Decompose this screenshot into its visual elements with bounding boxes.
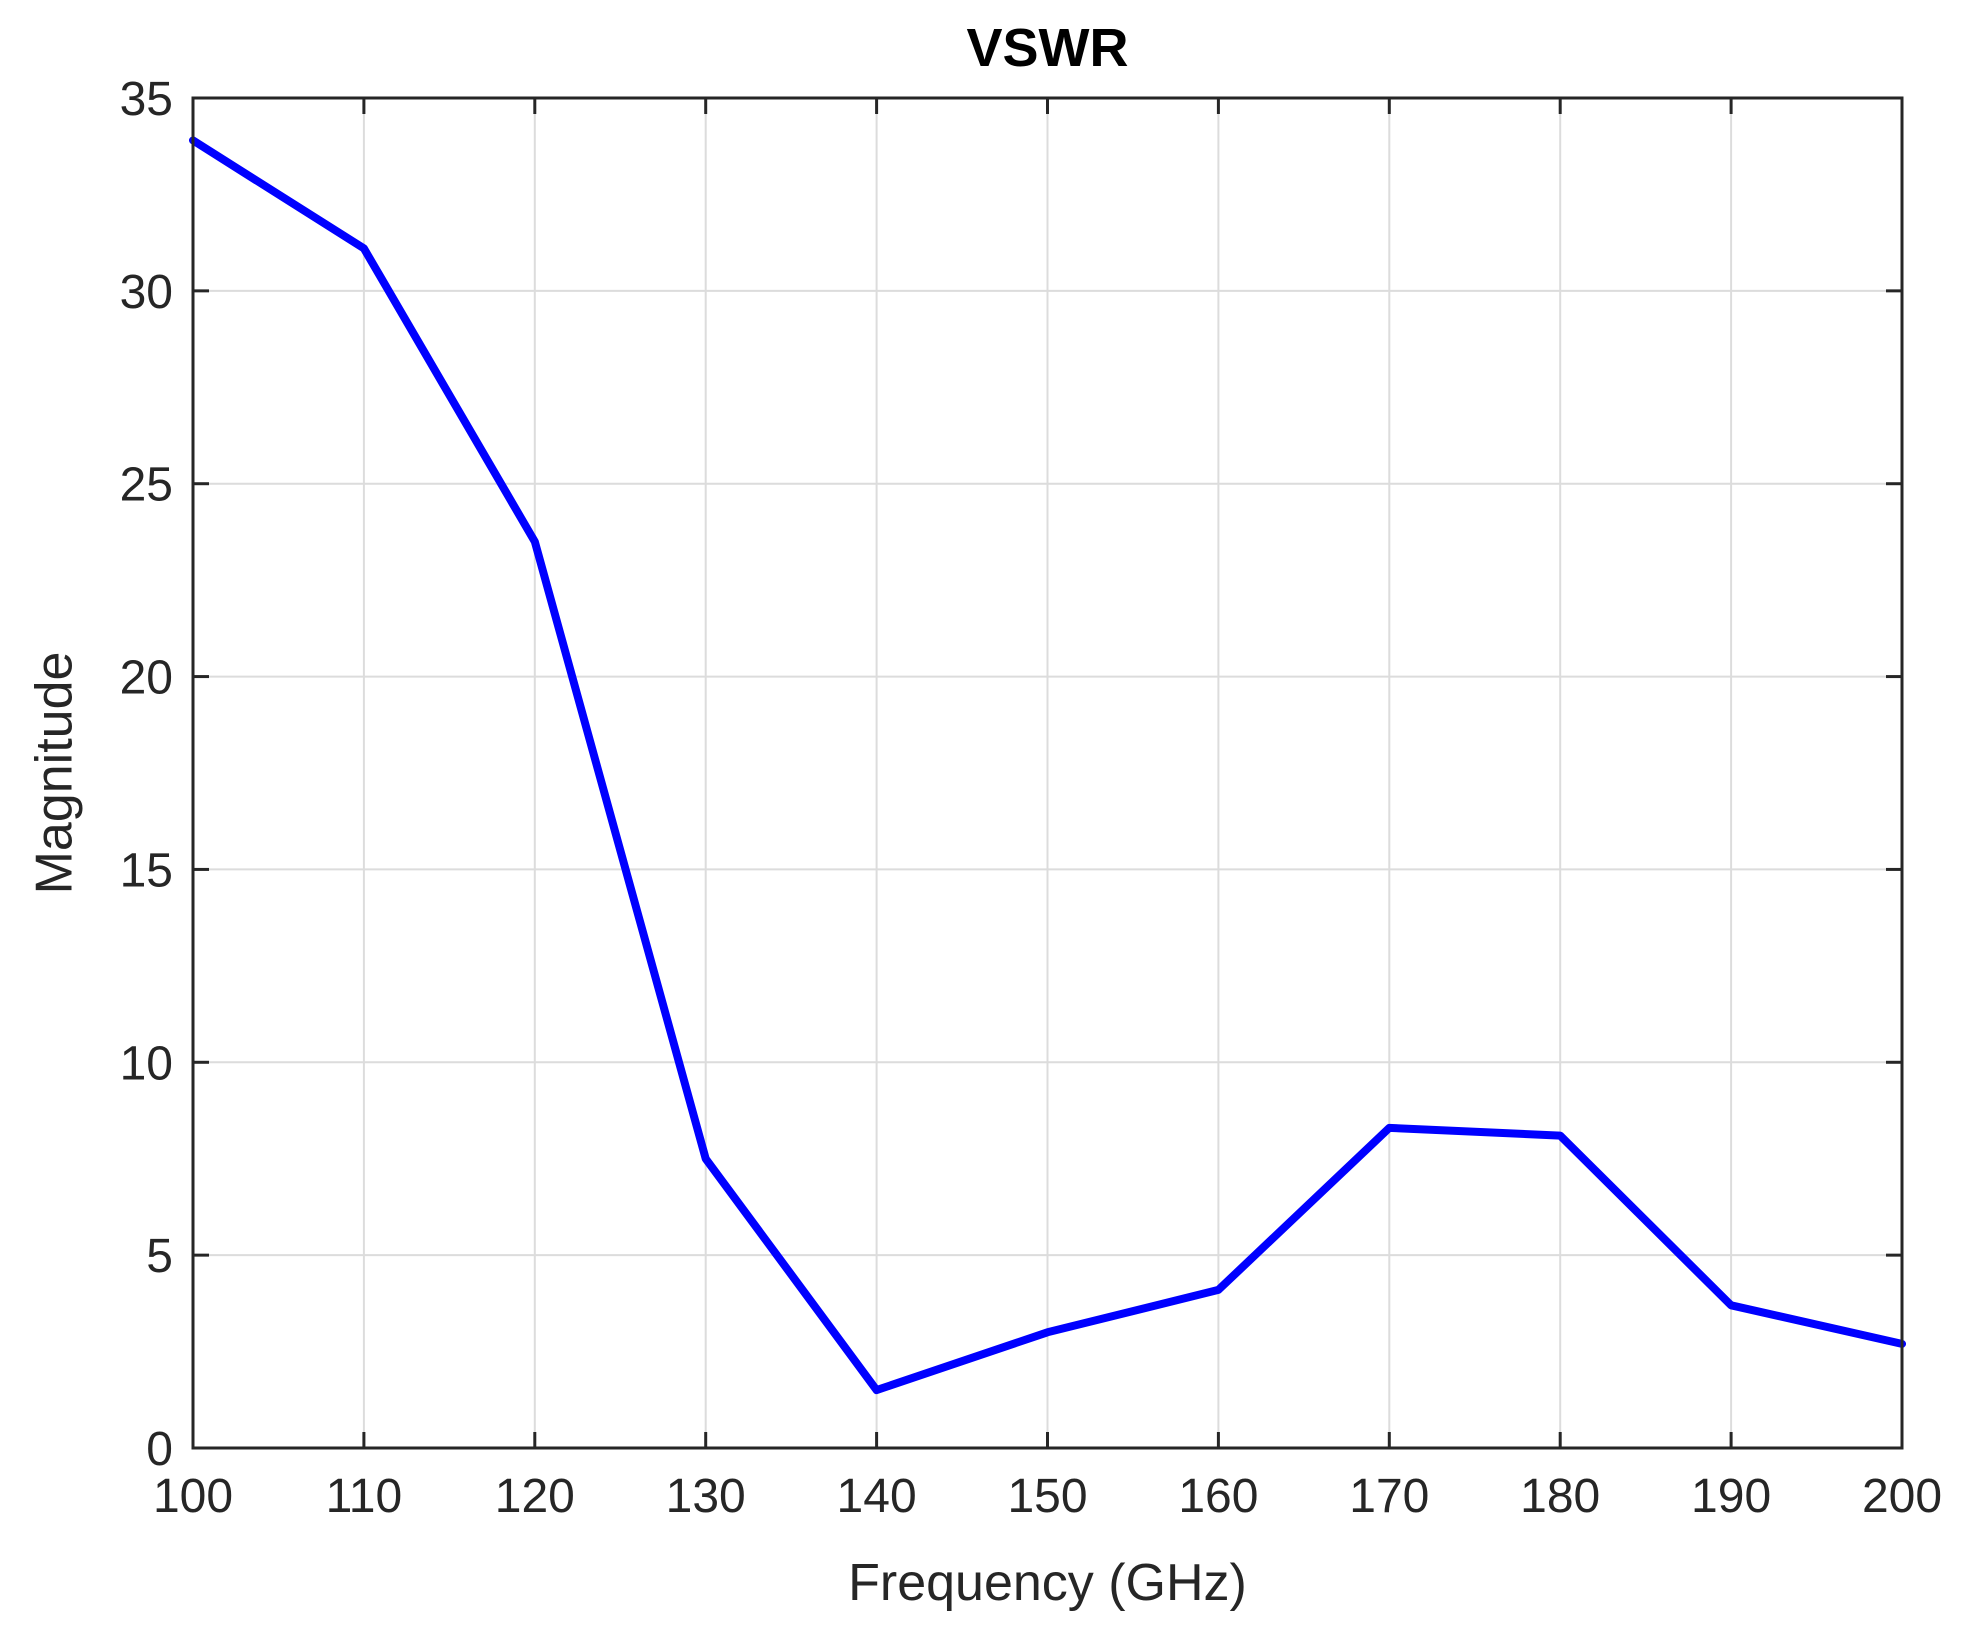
y-tick-label: 10 xyxy=(120,1037,173,1090)
y-tick-label: 15 xyxy=(120,844,173,897)
y-tick-label: 30 xyxy=(120,266,173,319)
x-tick-label: 120 xyxy=(495,1470,575,1523)
y-tick-label: 20 xyxy=(120,652,173,705)
chart-title: VSWR xyxy=(967,18,1129,78)
x-tick-label: 180 xyxy=(1520,1470,1600,1523)
y-axis-title: Magnitude xyxy=(26,652,84,895)
x-tick-label: 130 xyxy=(666,1470,746,1523)
x-tick-label: 150 xyxy=(1007,1470,1087,1523)
x-axis-title: Frequency (GHz) xyxy=(848,1554,1247,1612)
x-tick-label: 160 xyxy=(1178,1470,1258,1523)
series-line xyxy=(189,136,1906,1395)
y-tick-label: 0 xyxy=(146,1423,173,1476)
grid xyxy=(192,97,1903,1449)
ticks: 100 110 120 130 140 150 160 170 180 190 200 0 5 10 15 2… xyxy=(120,73,1942,1523)
y-tick-label: 5 xyxy=(146,1230,173,1283)
x-tick-label: 200 xyxy=(1862,1470,1942,1523)
x-tick-label: 190 xyxy=(1691,1470,1771,1523)
x-tick-label: 140 xyxy=(837,1470,917,1523)
series-layer xyxy=(189,136,1906,1395)
y-tick-label: 25 xyxy=(120,459,173,512)
x-tick-label: 110 xyxy=(326,1470,403,1523)
x-tick-label: 100 xyxy=(153,1470,233,1523)
y-tick-label: 35 xyxy=(120,73,173,126)
x-tick-label: 170 xyxy=(1349,1470,1429,1523)
